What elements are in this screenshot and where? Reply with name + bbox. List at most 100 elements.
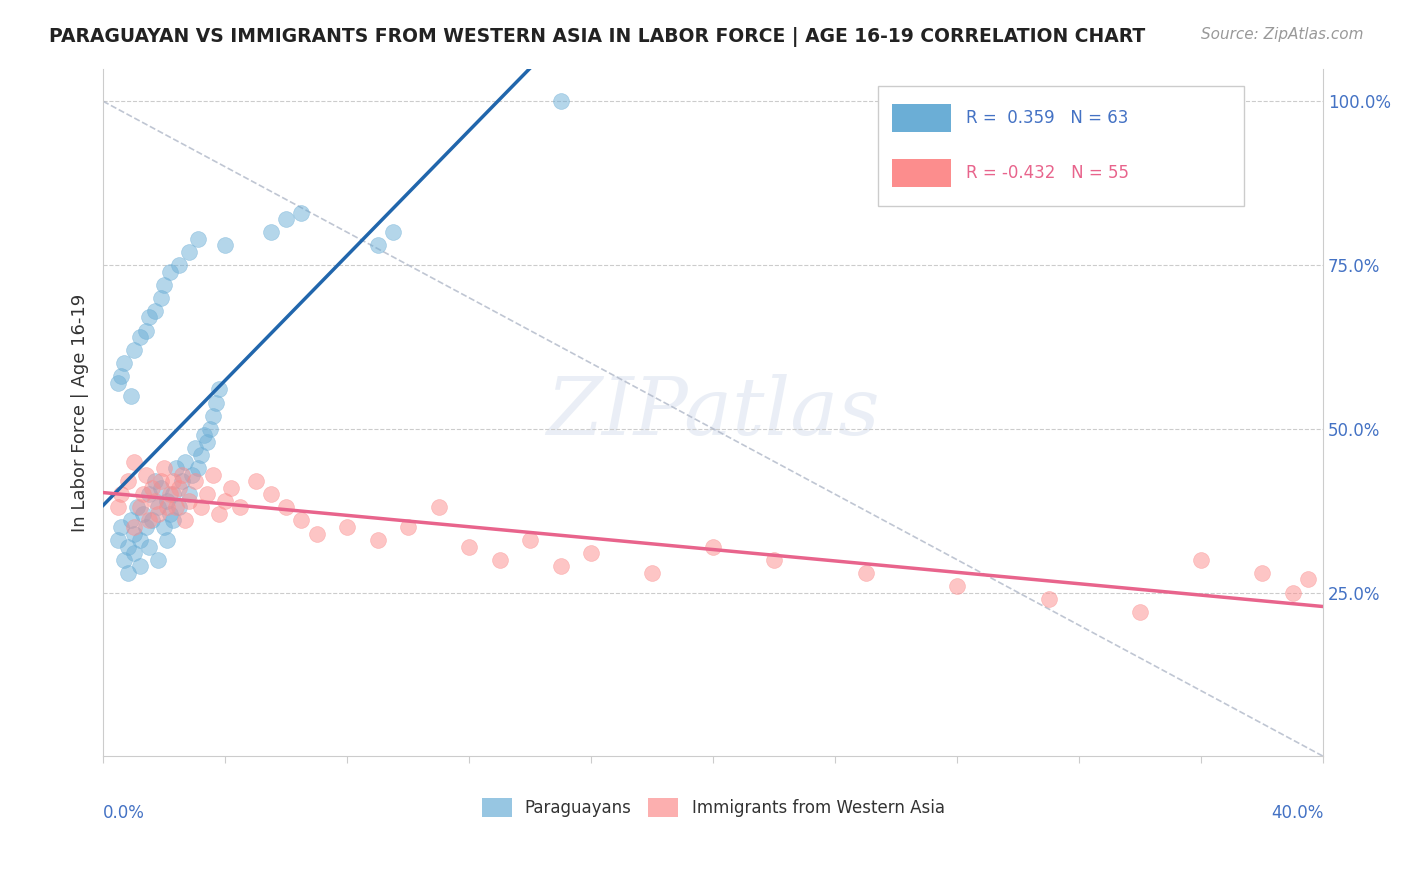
Point: [128, 500, 150, 515]
Point: [195, 434, 218, 449]
Point: [156, 493, 179, 508]
FancyBboxPatch shape: [877, 86, 1244, 206]
Point: [763, 553, 786, 567]
Point: [114, 356, 136, 370]
Point: [143, 493, 166, 508]
Point: [138, 513, 160, 527]
Point: [110, 520, 132, 534]
Point: [579, 546, 602, 560]
Point: [177, 493, 200, 508]
Text: R =  0.359   N = 63: R = 0.359 N = 63: [966, 109, 1128, 127]
Point: [143, 474, 166, 488]
Point: [1251, 566, 1274, 580]
Point: [177, 244, 200, 259]
Point: [120, 513, 142, 527]
Point: [427, 500, 450, 515]
Point: [138, 310, 160, 325]
Point: [146, 500, 169, 515]
Point: [290, 513, 312, 527]
Point: [305, 526, 328, 541]
Point: [946, 579, 969, 593]
Point: [146, 553, 169, 567]
Point: [381, 225, 404, 239]
Point: [488, 553, 510, 567]
Point: [169, 500, 191, 515]
Point: [367, 238, 389, 252]
Point: [150, 481, 173, 495]
Point: [276, 212, 298, 227]
Point: [193, 428, 215, 442]
Point: [550, 95, 572, 109]
Point: [1129, 605, 1152, 619]
Point: [169, 481, 191, 495]
Point: [162, 474, 184, 488]
Point: [138, 540, 160, 554]
Point: [290, 205, 312, 219]
Point: [107, 376, 129, 390]
Point: [156, 533, 179, 548]
Point: [146, 507, 169, 521]
Point: [201, 409, 224, 423]
Point: [135, 467, 157, 482]
Point: [641, 566, 664, 580]
Point: [165, 461, 187, 475]
Point: [187, 232, 209, 246]
Point: [110, 487, 132, 501]
Point: [107, 533, 129, 548]
Point: [122, 454, 145, 468]
Point: [260, 487, 283, 501]
Point: [156, 500, 179, 515]
Point: [122, 520, 145, 534]
Text: 0.0%: 0.0%: [103, 805, 145, 822]
Point: [135, 324, 157, 338]
Point: [132, 507, 155, 521]
Point: [458, 540, 481, 554]
Point: [117, 474, 139, 488]
Text: ZIPatlas: ZIPatlas: [547, 374, 880, 451]
Point: [702, 540, 724, 554]
Point: [190, 500, 212, 515]
Point: [276, 500, 298, 515]
Point: [205, 395, 228, 409]
Point: [128, 330, 150, 344]
Point: [153, 277, 176, 292]
Point: [367, 533, 389, 548]
Point: [132, 487, 155, 501]
Point: [169, 258, 191, 272]
Point: [177, 487, 200, 501]
Point: [165, 500, 187, 515]
Point: [245, 474, 267, 488]
Point: [172, 474, 194, 488]
Point: [1281, 585, 1303, 599]
Point: [141, 481, 163, 495]
Point: [162, 513, 184, 527]
Point: [1189, 553, 1212, 567]
Point: [172, 467, 194, 482]
Point: [159, 264, 181, 278]
Point: [1038, 592, 1060, 607]
Point: [229, 500, 252, 515]
Point: [855, 566, 877, 580]
Point: [214, 238, 236, 252]
Text: PARAGUAYAN VS IMMIGRANTS FROM WESTERN ASIA IN LABOR FORCE | AGE 16-19 CORRELATIO: PARAGUAYAN VS IMMIGRANTS FROM WESTERN AS…: [49, 27, 1146, 46]
Point: [208, 383, 231, 397]
Point: [336, 520, 359, 534]
Point: [174, 513, 197, 527]
Text: 40.0%: 40.0%: [1271, 805, 1323, 822]
FancyBboxPatch shape: [893, 103, 950, 133]
Point: [117, 540, 139, 554]
Point: [141, 513, 163, 527]
Point: [214, 493, 236, 508]
Point: [153, 520, 176, 534]
Point: [396, 520, 419, 534]
Point: [128, 533, 150, 548]
Point: [159, 507, 181, 521]
Point: [208, 507, 231, 521]
Point: [159, 487, 181, 501]
Point: [122, 343, 145, 358]
Point: [519, 533, 541, 548]
Point: [195, 487, 218, 501]
Point: [550, 559, 572, 574]
Text: R = -0.432   N = 55: R = -0.432 N = 55: [966, 164, 1129, 182]
Point: [190, 448, 212, 462]
